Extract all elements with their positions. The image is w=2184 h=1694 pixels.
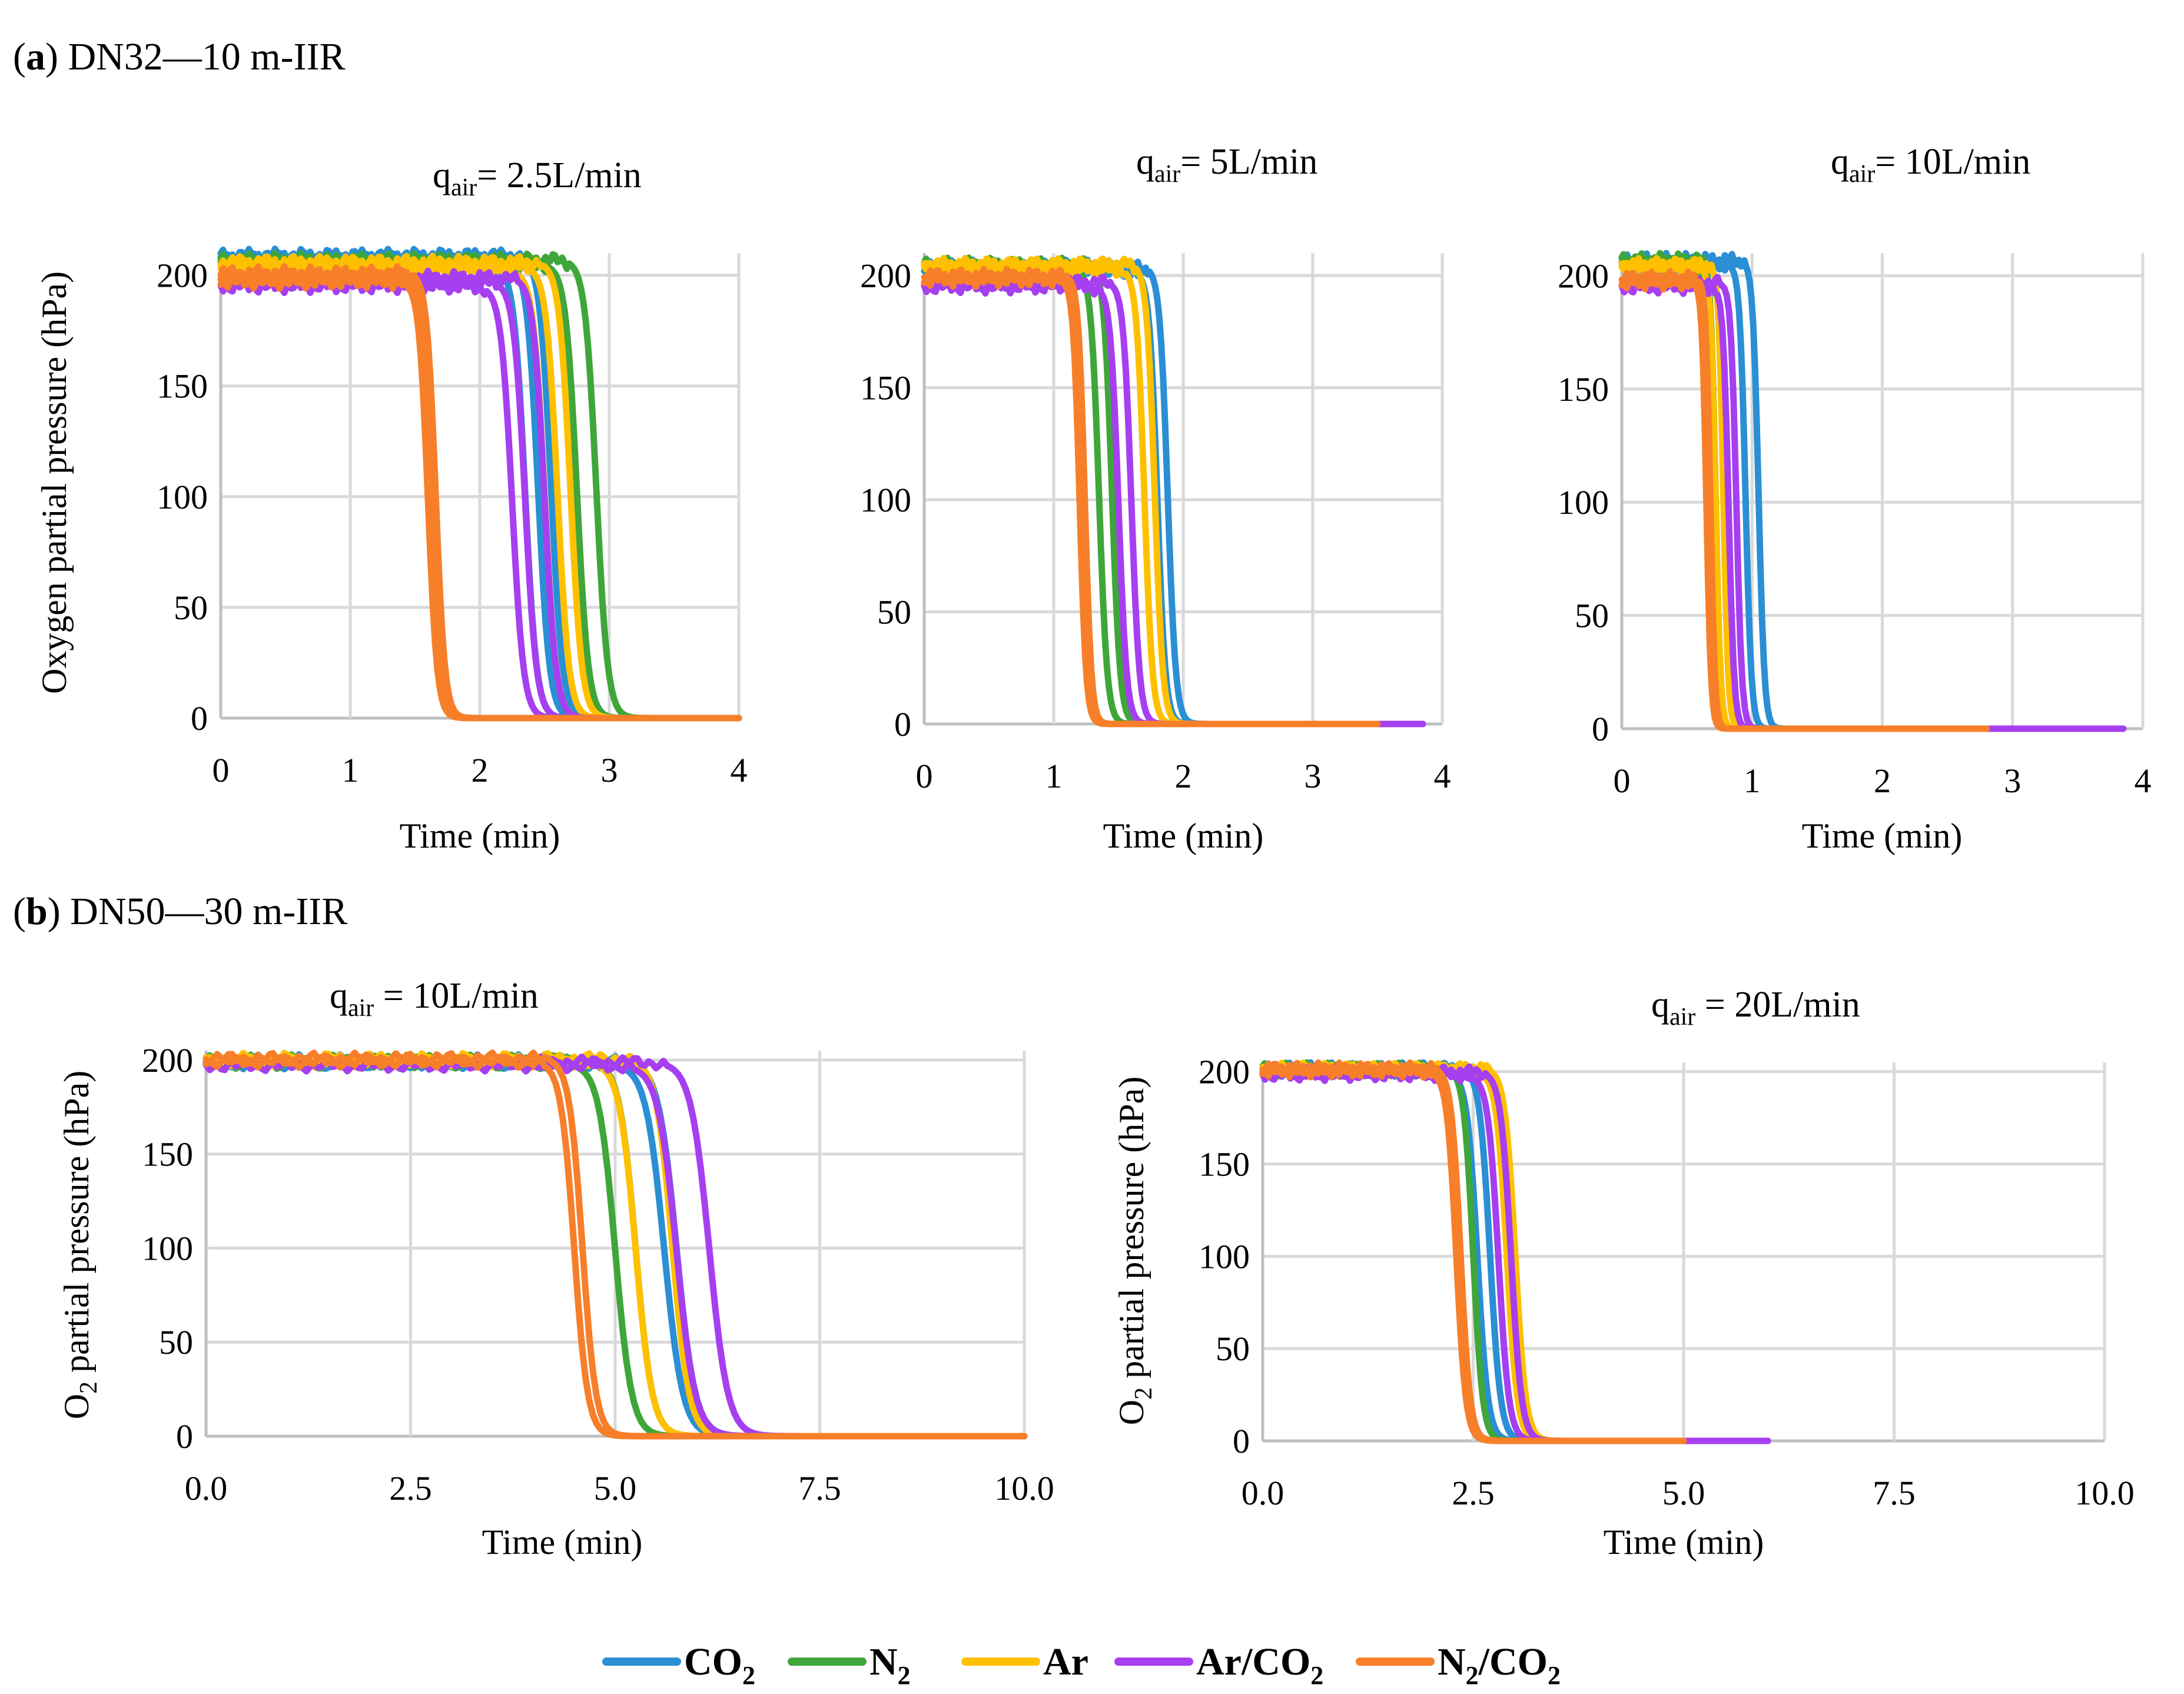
y-tick-label: 50	[174, 589, 208, 627]
x-axis-label: Time (min)	[400, 816, 560, 855]
y-tick-label: 0	[1592, 710, 1609, 748]
x-tick-label: 2	[472, 751, 489, 789]
y-tick-label: 200	[1199, 1053, 1250, 1091]
section-label-b: (b) DN50—30 m-IIR	[13, 890, 347, 933]
series-line-n2-run-2	[1618, 250, 1990, 732]
y-tick-label: 100	[860, 481, 911, 519]
x-tick-label: 4	[731, 751, 748, 789]
y-tick-label: 0	[176, 1417, 193, 1456]
y-axis-label: O2 partial pressure (hPa)	[1112, 1077, 1157, 1425]
series-line-ar-co2-run-1	[1618, 277, 2127, 732]
series-line-n2-co2-run-2	[921, 265, 1381, 728]
x-tick-label: 3	[1305, 757, 1322, 795]
chart-title: qair= 5L/min	[1136, 142, 1317, 188]
y-tick-label: 50	[1216, 1330, 1250, 1368]
y-tick-label: 50	[1575, 597, 1609, 635]
legend-label: Ar/CO2	[1196, 1640, 1323, 1690]
y-tick-label: 0	[894, 705, 911, 743]
x-tick-label: 2.5	[1452, 1474, 1495, 1512]
x-tick-label: 2.5	[389, 1469, 432, 1507]
y-tick-label: 50	[877, 593, 911, 632]
x-tick-label: 3	[2004, 762, 2021, 800]
chart-1: 0 50 100 150 200 0 1 2 3 4 qair= 2.5L/min Time (min…	[35, 155, 748, 855]
series-line-n2-co2-run-2	[203, 1049, 1028, 1440]
x-tick-label: 7.5	[1873, 1474, 1916, 1512]
chart-4: 0 50 100 150 200 0.0 2.5 5.0 7.5 10.0 qair = 10L/m…	[57, 976, 1054, 1562]
x-tick-label: 2	[1874, 762, 1891, 800]
x-tick-label: 0.0	[185, 1469, 228, 1507]
legend-label: N2/CO2	[1438, 1640, 1561, 1690]
series-line-n2-co2-run-2	[1618, 268, 1990, 732]
x-tick-label: 4	[2135, 762, 2152, 800]
y-tick-label: 150	[1558, 370, 1609, 408]
series-line-ar-run-1	[1618, 259, 1990, 732]
y-tick-label: 200	[142, 1041, 193, 1079]
series-line-ar-run-2	[1618, 255, 1990, 732]
x-axis-label: Time (min)	[1103, 816, 1264, 855]
x-tick-label: 0	[1614, 762, 1631, 800]
chart-2: 0 50 100 150 200 0 1 2 3 4 qair= 5L/min Time (min)	[860, 142, 1451, 855]
x-axis-label: Time (min)	[1802, 816, 1963, 855]
y-tick-label: 150	[157, 367, 208, 406]
x-tick-label: 3	[601, 751, 618, 789]
series-line-n2-co2-run-2	[1259, 1059, 1687, 1444]
x-axis-label: Time (min)	[1604, 1523, 1764, 1562]
x-tick-label: 2	[1175, 757, 1192, 795]
section-a-label: (a) DN32—10 m-IIR	[13, 35, 346, 78]
y-tick-label: 100	[1558, 483, 1609, 522]
x-tick-label: 0.0	[1242, 1474, 1284, 1512]
x-tick-label: 0	[916, 757, 933, 795]
legend: CO2 N2 Ar Ar/CO2 N2/CO2	[602, 1640, 1561, 1690]
y-tick-label: 50	[159, 1323, 193, 1361]
series-line-co2-run-1	[1618, 254, 2016, 732]
chart-3: 0 50 100 150 200 0 1 2 3 4 qair= 10L/min Time (min)	[1558, 142, 2152, 855]
chart-title: qair= 10L/min	[1831, 142, 2030, 188]
x-tick-label: 1	[1744, 762, 1761, 800]
y-tick-label: 100	[142, 1229, 193, 1267]
x-tick-label: 4	[1434, 757, 1451, 795]
x-tick-label: 5.0	[594, 1469, 637, 1507]
y-axis-label: Oxygen partial pressure (hPa)	[35, 271, 74, 694]
y-tick-label: 0	[1233, 1422, 1250, 1460]
y-tick-label: 150	[860, 369, 911, 407]
y-tick-label: 200	[157, 257, 208, 295]
y-tick-label: 100	[157, 478, 208, 516]
series-line-co2-run-2	[1618, 250, 2016, 732]
section-label-a: (a) DN32—10 m-IIR	[13, 35, 346, 78]
y-axis-label: O2 partial pressure (hPa)	[57, 1071, 102, 1419]
legend-label: CO2	[684, 1640, 755, 1690]
x-tick-label: 10.0	[2075, 1474, 2135, 1512]
chart-title: qair = 20L/min	[1651, 985, 1860, 1031]
section-b-label: (b) DN50—30 m-IIR	[13, 890, 347, 933]
x-tick-label: 10.0	[994, 1469, 1054, 1507]
legend-label: N2	[869, 1640, 911, 1690]
series-line-n2-co2-run-3	[217, 263, 742, 722]
x-tick-label: 7.5	[798, 1469, 841, 1507]
y-tick-label: 200	[860, 257, 911, 295]
chart-title: qair = 10L/min	[330, 976, 539, 1022]
series-line-n2-run-1	[1618, 254, 1990, 732]
y-tick-label: 100	[1199, 1237, 1250, 1276]
x-tick-label: 1	[1045, 757, 1063, 795]
chart-title: qair= 2.5L/min	[433, 155, 642, 201]
y-tick-label: 200	[1558, 257, 1609, 295]
x-tick-label: 1	[342, 751, 359, 789]
y-tick-label: 0	[191, 699, 208, 738]
y-tick-label: 150	[142, 1135, 193, 1174]
x-axis-label: Time (min)	[482, 1523, 643, 1562]
chart-5: 0 50 100 150 200 0.0 2.5 5.0 7.5 10.0 qair = 20L/m…	[1112, 985, 2135, 1562]
legend-label: Ar	[1043, 1640, 1088, 1683]
x-tick-label: 0	[213, 751, 230, 789]
y-tick-label: 150	[1199, 1145, 1250, 1184]
x-tick-label: 5.0	[1662, 1474, 1705, 1512]
